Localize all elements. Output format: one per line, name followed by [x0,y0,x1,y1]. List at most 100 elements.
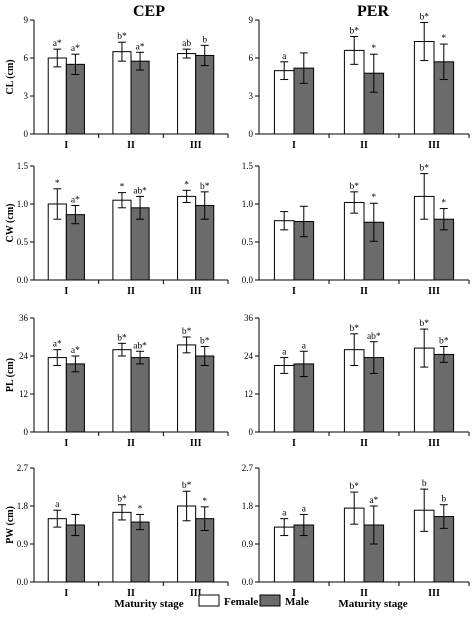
x-tick-label: II [360,588,368,599]
significance-label: b* [419,164,429,174]
y-tick-label: 1.0 [242,199,254,209]
y-tick-label: 3 [249,91,254,101]
bar-male [130,60,150,135]
x-tick-label: II [360,438,368,449]
significance-label: b* [117,32,127,42]
significance-label: b [202,35,207,45]
y-tick-label: 2.7 [242,463,254,473]
y-tick-label: 24 [19,351,29,361]
y-axis-label: CL (cm) [5,59,16,94]
panel-cep-cw: 0.0 0.5 1.0 1.5 CW (cm) I * a* II * ab* III * b* [5,161,229,297]
x-tick-label: I [292,140,296,151]
significance-label: * [371,44,376,54]
y-tick-label: 6 [249,53,254,63]
significance-label: b* [439,337,449,347]
bar-female [177,53,197,135]
significance-label: a [282,52,287,62]
panel-cep-pw: 0.0 0.9 1.8 2.7 PW (cm) Ia II b* * III b* * [5,463,229,599]
bar-female [112,511,132,583]
bar-female [112,51,132,135]
x-tick-label: III [190,140,202,151]
significance-label: a [282,509,287,519]
bar-male [195,54,215,135]
y-tick-label: 24 [244,351,254,361]
x-tick-label: I [64,588,68,599]
x-tick-label: I [64,286,68,297]
x-tick-label: III [428,438,440,449]
significance-label: b* [200,337,210,347]
y-axis-label: PW (cm) [5,506,16,544]
y-tick-label: 0.9 [242,539,254,549]
significance-label: * [371,193,376,203]
y-tick-label: 0.5 [242,237,254,247]
significance-label: * [138,504,143,514]
significance-label: a* [53,340,62,350]
y-tick-label: 36 [244,313,254,323]
significance-label: b* [349,26,359,36]
significance-label: b* [349,324,359,334]
x-tick-label: II [127,286,135,297]
significance-label: b* [349,482,359,492]
y-tick-label: 6 [24,53,29,63]
x-tick-label: II [360,140,368,151]
significance-label: a* [369,496,378,506]
y-tick-label: 3 [24,91,29,101]
legend-label-female: Female [224,596,258,608]
legend-swatch-male [259,594,281,607]
y-tick-label: 0.0 [242,577,254,587]
significance-label: * [55,179,60,189]
y-tick-label: 0 [24,427,29,437]
significance-label: ab* [133,341,147,351]
y-tick-label: 36 [19,313,29,323]
bar-female [273,365,295,433]
panel-cep-cl: 0 3 6 9 CL (cm) Ia* a* II b* a* III ab b [5,15,229,151]
y-tick-label: 0.0 [17,577,29,587]
y-tick-label: 12 [244,389,253,399]
x-tick-label: III [190,588,202,599]
significance-label: a* [136,42,145,52]
significance-label: * [441,34,446,44]
column-title-cep: CEP [133,3,165,20]
xlabel-right: Maturity stage [338,598,407,610]
significance-label: b* [419,319,429,329]
legend-label-male: Male [285,596,309,608]
significance-label: a [302,341,307,351]
y-tick-label: 0.5 [17,237,29,247]
x-tick-label: I [292,286,296,297]
y-tick-label: 0.9 [17,539,29,549]
significance-label: b* [419,13,429,23]
bar-female [177,344,197,433]
y-tick-label: 0 [249,427,254,437]
bar-female [112,199,132,281]
legend-swatch-female [198,594,220,607]
significance-label: ab* [367,332,381,342]
significance-label: ab* [133,186,147,196]
significance-label: ab [182,39,191,49]
bar-female [47,357,67,433]
panel-cep-pl: 0 12 24 36 PL (cm) Ia* a* II b* ab* III b* b* [5,313,229,449]
bar-female [177,195,197,281]
panel-per-pw: 0.0 0.9 1.8 2.7 Ia a II b* a* III b b [242,463,470,599]
significance-label: b [422,479,427,489]
significance-label: a [282,348,287,358]
y-tick-label: 12 [19,389,28,399]
significance-label: * [120,183,125,193]
y-tick-label: 1.5 [242,161,254,171]
x-tick-label: I [64,438,68,449]
y-tick-label: 0 [24,129,29,139]
significance-label: * [184,180,189,190]
significance-label: b* [117,333,127,343]
significance-label: b* [182,327,192,337]
y-tick-label: 9 [249,15,254,25]
significance-label: * [202,497,207,507]
y-axis-label: PL (cm) [5,358,16,392]
x-tick-label: II [127,438,135,449]
legend: Female Male [198,594,309,608]
x-tick-label: II [360,286,368,297]
bar-male [130,521,150,583]
y-tick-label: 1.5 [17,161,29,171]
xlabel-left: Maturity stage [114,598,183,610]
x-tick-label: III [428,140,440,151]
